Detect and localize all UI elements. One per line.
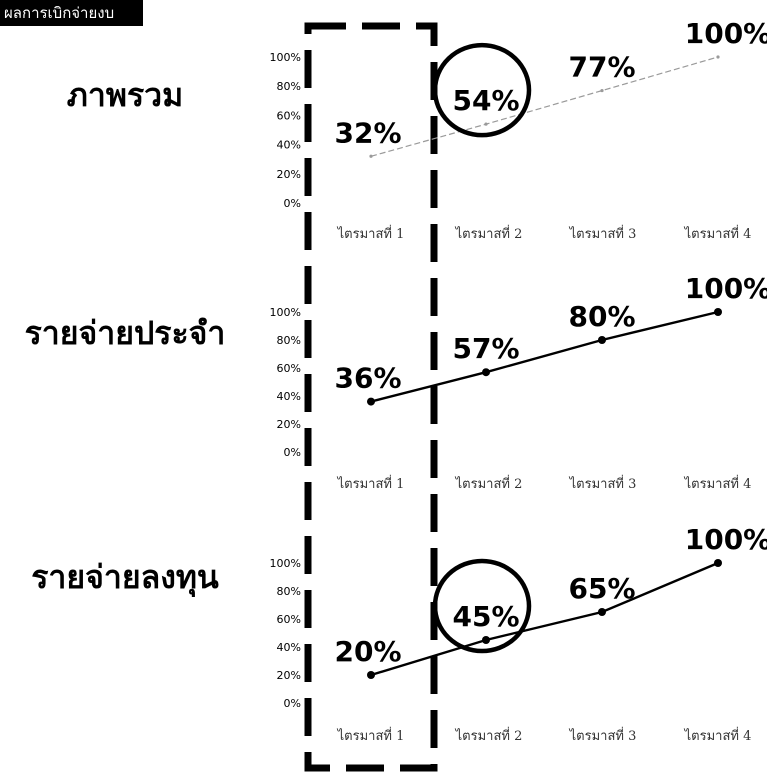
row-title-overall: ภาพรวม xyxy=(66,76,184,114)
y-tick-label: 80% xyxy=(277,80,301,93)
series-line xyxy=(370,310,719,403)
data-label: 100% xyxy=(685,17,767,50)
y-tick-label: 20% xyxy=(277,168,301,181)
x-category-label: ไตรมาสที่ 3 xyxy=(569,225,637,242)
row-title-investment: รายจ่ายลงทุน xyxy=(31,558,219,596)
y-tick-label: 40% xyxy=(277,641,301,654)
x-category-label: ไตรมาสที่ 3 xyxy=(569,727,637,744)
data-label: 80% xyxy=(568,300,635,333)
y-tick-label: 60% xyxy=(277,613,301,626)
y-tick-label: 60% xyxy=(277,362,301,375)
y-tick-label: 80% xyxy=(277,334,301,347)
y-tick-label: 40% xyxy=(277,139,301,152)
data-label: 45% xyxy=(452,600,519,633)
data-label: 54% xyxy=(452,84,519,117)
data-label: 77% xyxy=(568,51,635,84)
x-category-label: ไตรมาสที่ 1 xyxy=(337,225,405,242)
charts-group: 100% 80% 60% 40% 20% 0% ไตรมาสที่ 1 ไตรมาสที่ 2… xyxy=(270,17,767,744)
y-tick-label: 0% xyxy=(284,197,301,210)
data-point xyxy=(714,559,722,567)
y-tick-label: 0% xyxy=(284,446,301,459)
data-point xyxy=(598,608,606,616)
data-point xyxy=(598,336,606,344)
x-category-label: ไตรมาสที่ 2 xyxy=(455,727,523,744)
data-point xyxy=(369,154,373,158)
chart-row-0: 100% 80% 60% 40% 20% 0% ไตรมาสที่ 1 ไตรมาสที่ 2… xyxy=(270,17,767,242)
data-label: 36% xyxy=(334,362,401,395)
data-point xyxy=(367,671,375,679)
corner-label: ผลการเบิกจ่ายงบประมาณ xyxy=(0,0,143,26)
highlight-circle xyxy=(432,558,532,654)
x-category-label: ไตรมาสที่ 4 xyxy=(684,475,752,492)
y-tick-label: 100% xyxy=(270,306,301,319)
data-point xyxy=(600,88,604,93)
y-tick-label: 100% xyxy=(270,557,301,570)
x-category-label: ไตรมาสที่ 1 xyxy=(337,727,405,744)
data-point xyxy=(716,55,720,59)
highlight-circle xyxy=(432,42,532,138)
data-label: 57% xyxy=(452,332,519,365)
x-category-label: ไตรมาสที่ 1 xyxy=(337,475,405,492)
x-category-label: ไตรมาสที่ 2 xyxy=(455,475,523,492)
chart-row-2: 100% 80% 60% 40% 20% 0% ไตรมาสที่ 1 ไตรมาสที่ 2… xyxy=(270,523,767,744)
chart-row-1: 100% 80% 60% 40% 20% 0% ไตรมาสที่ 1 ไตรมาสที่ 2… xyxy=(270,272,767,492)
series-line xyxy=(370,561,719,677)
y-tick-label: 0% xyxy=(284,697,301,710)
data-point xyxy=(714,308,722,316)
data-point xyxy=(482,368,490,377)
quarter1-highlight-box xyxy=(304,22,438,772)
series-line xyxy=(370,56,719,157)
data-label: 100% xyxy=(685,523,767,556)
data-label: 65% xyxy=(568,572,635,605)
y-tick-label: 20% xyxy=(277,669,301,682)
row-title-recurring: รายจ่ายประจำ xyxy=(24,314,226,352)
data-point xyxy=(367,397,375,406)
data-label: 20% xyxy=(334,635,401,668)
y-tick-label: 60% xyxy=(277,109,301,122)
x-category-label: ไตรมาสที่ 2 xyxy=(455,225,523,242)
data-point xyxy=(482,636,490,644)
x-category-label: ไตรมาสที่ 3 xyxy=(569,475,637,492)
data-point xyxy=(484,122,488,126)
data-label: 100% xyxy=(685,272,767,305)
y-tick-label: 40% xyxy=(277,390,301,403)
data-label: 32% xyxy=(334,116,401,149)
x-category-label: ไตรมาสที่ 4 xyxy=(684,225,752,242)
y-tick-label: 80% xyxy=(277,585,301,598)
y-tick-label: 20% xyxy=(277,418,301,431)
y-tick-label: 100% xyxy=(270,51,301,64)
x-category-label: ไตรมาสที่ 4 xyxy=(684,727,752,744)
